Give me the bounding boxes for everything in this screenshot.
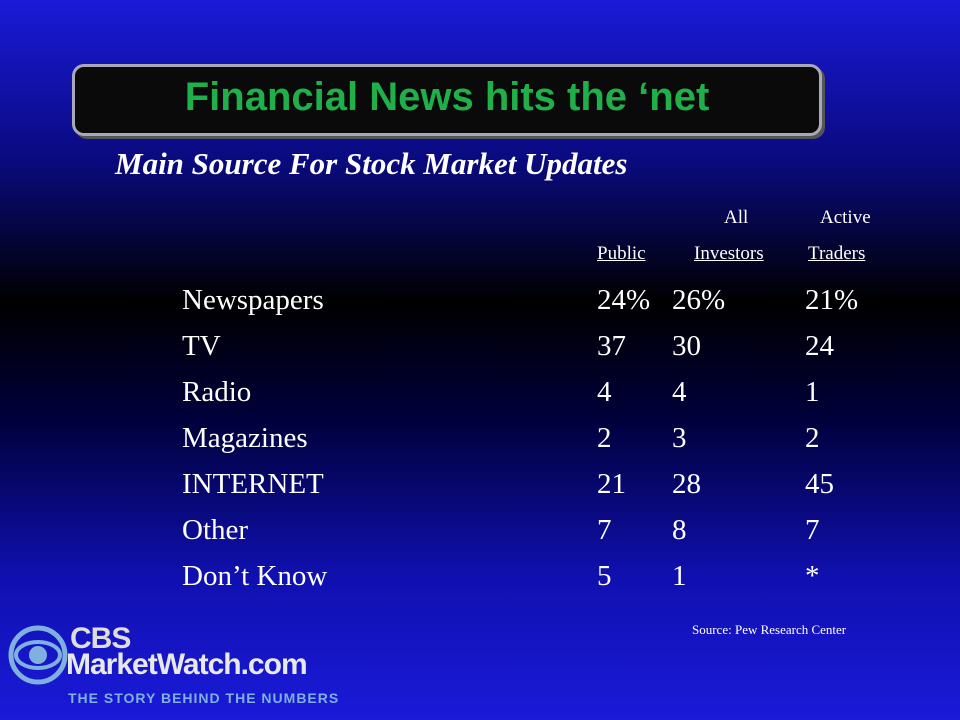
cell: 37 [597, 330, 626, 362]
cell: 21% [805, 284, 859, 316]
cell: 2 [805, 422, 820, 454]
logo-name: MarketWatch.com [66, 648, 308, 681]
title-box: Financial News hits the ‘net [72, 64, 822, 136]
cell: 1 [805, 376, 820, 408]
cell: 24 [805, 330, 834, 362]
cell: 7 [597, 514, 612, 546]
cell: 2 [597, 422, 612, 454]
logo-eye [8, 625, 68, 685]
logo-tagline: THE STORY BEHIND THE NUMBERS [68, 690, 340, 706]
column-header: All [724, 207, 749, 228]
cell: 5 [597, 560, 612, 592]
row-label: Don’t Know [182, 560, 328, 592]
cell: 4 [672, 376, 687, 408]
cell: 24% [597, 284, 651, 316]
column-header: Investors [694, 243, 764, 264]
cell: 3 [672, 422, 687, 454]
cell: 26% [672, 284, 726, 316]
cell: * [805, 560, 820, 592]
cell: 7 [805, 514, 820, 546]
cell: 21 [597, 468, 626, 500]
column-header: Traders [808, 243, 866, 264]
title: Financial News hits the ‘net [184, 75, 710, 119]
row-label: Radio [182, 376, 252, 408]
source: Source: Pew Research Center [692, 622, 847, 637]
subtitle: Main Source For Stock Market Updates [115, 146, 628, 181]
logo-brand: CBS [70, 622, 131, 655]
cell: 8 [672, 514, 687, 546]
cell: 4 [597, 376, 612, 408]
cell: 28 [672, 468, 701, 500]
cell: 1 [672, 560, 687, 592]
column-header: Active [820, 207, 871, 228]
row-label: TV [182, 330, 221, 362]
row-label: INTERNET [182, 468, 324, 500]
cell: 45 [805, 468, 834, 500]
row-label: Other [182, 514, 249, 546]
row-label: Magazines [182, 422, 308, 454]
cell: 30 [672, 330, 701, 362]
column-header: Public [597, 243, 646, 264]
row-label: Newspapers [182, 284, 324, 316]
